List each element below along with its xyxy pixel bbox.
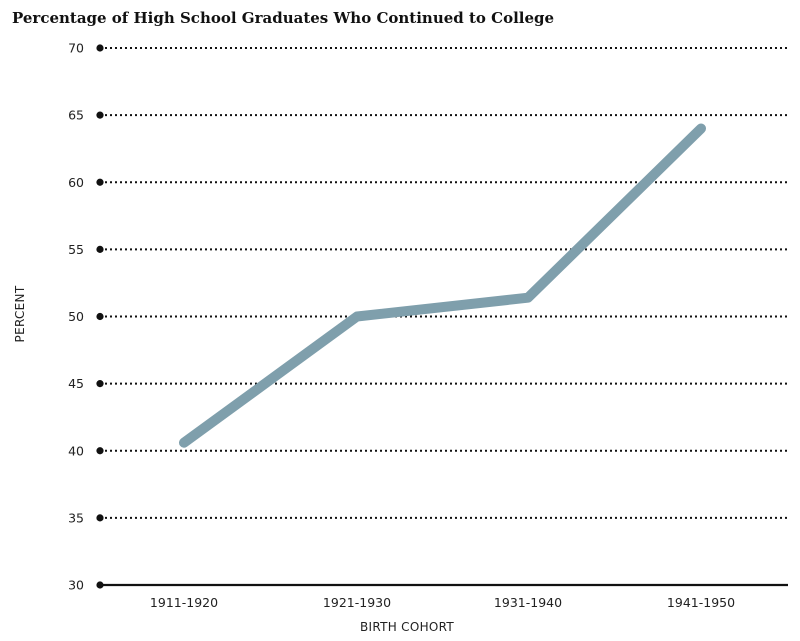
y-tick-label: 40	[68, 443, 84, 458]
y-tick-label: 30	[68, 578, 84, 593]
chart-title: Percentage of High School Graduates Who …	[12, 9, 555, 27]
y-tick-dot	[96, 380, 104, 388]
y-axis-label: PERCENT	[13, 285, 27, 342]
y-tick-label: 45	[68, 376, 84, 391]
y-tick-dot	[96, 447, 104, 455]
y-tick-label: 50	[68, 309, 84, 324]
x-tick-label: 1911-1920	[150, 595, 218, 610]
y-tick-label: 65	[68, 108, 84, 123]
y-tick-label: 70	[68, 41, 84, 56]
y-tick-dot	[96, 44, 104, 52]
gridlines	[100, 47, 788, 587]
x-axis-ticks: 1911-1920 1921-1930 1931-1940 1941-1950	[150, 595, 735, 610]
y-tick-dot	[96, 514, 104, 522]
series-group	[179, 123, 706, 448]
y-tick-dot	[96, 111, 104, 119]
x-tick-label: 1931-1940	[494, 595, 562, 610]
x-tick-label: 1921-1930	[323, 595, 391, 610]
y-tick-dot	[96, 245, 104, 253]
y-tick-label: 55	[68, 242, 84, 257]
y-axis-ticks: 30 35 40 45 50 55 60 65 70	[68, 41, 104, 593]
y-tick-label: 35	[68, 510, 84, 525]
y-tick-dot	[96, 312, 104, 321]
x-tick-label: 1941-1950	[667, 595, 735, 610]
y-tick-dot	[96, 178, 104, 186]
y-tick-dot	[96, 581, 104, 589]
y-tick-label: 60	[68, 175, 84, 190]
x-axis-label: BIRTH COHORT	[360, 620, 454, 634]
series-line	[179, 123, 706, 448]
